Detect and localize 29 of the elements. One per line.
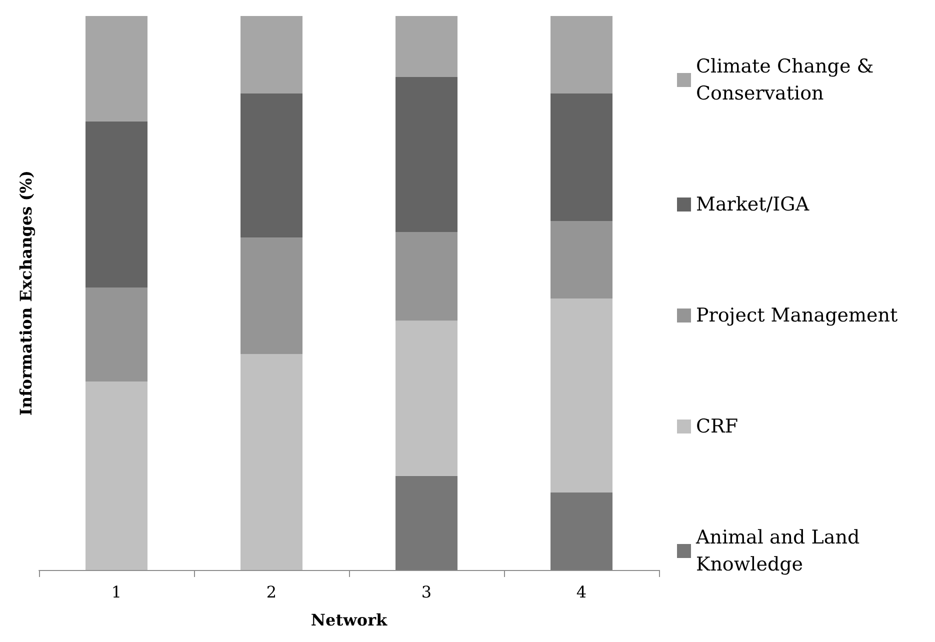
bar: [550, 492, 612, 570]
bar: [550, 298, 612, 492]
bar: [240, 16, 302, 94]
bar: [86, 287, 148, 382]
bar: [550, 16, 612, 94]
legend-label: CRF: [696, 416, 738, 438]
legend-label: Animal and Land Knowledge: [695, 526, 866, 576]
bar: [396, 232, 458, 321]
y-axis-title: Information Exchanges (%): [16, 170, 36, 416]
bar: [240, 94, 302, 238]
bar: [86, 382, 148, 570]
bar: [396, 476, 458, 570]
legend-label: Project Management: [696, 304, 898, 326]
bar: [550, 94, 612, 221]
bar: [240, 354, 302, 570]
bar: [396, 320, 458, 476]
legend-label: Market/IGA: [696, 194, 810, 216]
bar: [86, 16, 148, 122]
x-tick-label: 4: [576, 582, 587, 602]
legend-label: Climate Change & Conservation: [696, 56, 880, 104]
bar: [86, 121, 148, 288]
x-tick-label: 2: [266, 582, 277, 602]
bar: [550, 220, 612, 299]
bar: [396, 16, 458, 77]
bar: [240, 238, 302, 354]
x-tick-label: 1: [111, 582, 122, 602]
x-axis-title: Network: [310, 610, 388, 630]
x-tick-label: 3: [421, 582, 432, 602]
bar: [396, 76, 458, 232]
